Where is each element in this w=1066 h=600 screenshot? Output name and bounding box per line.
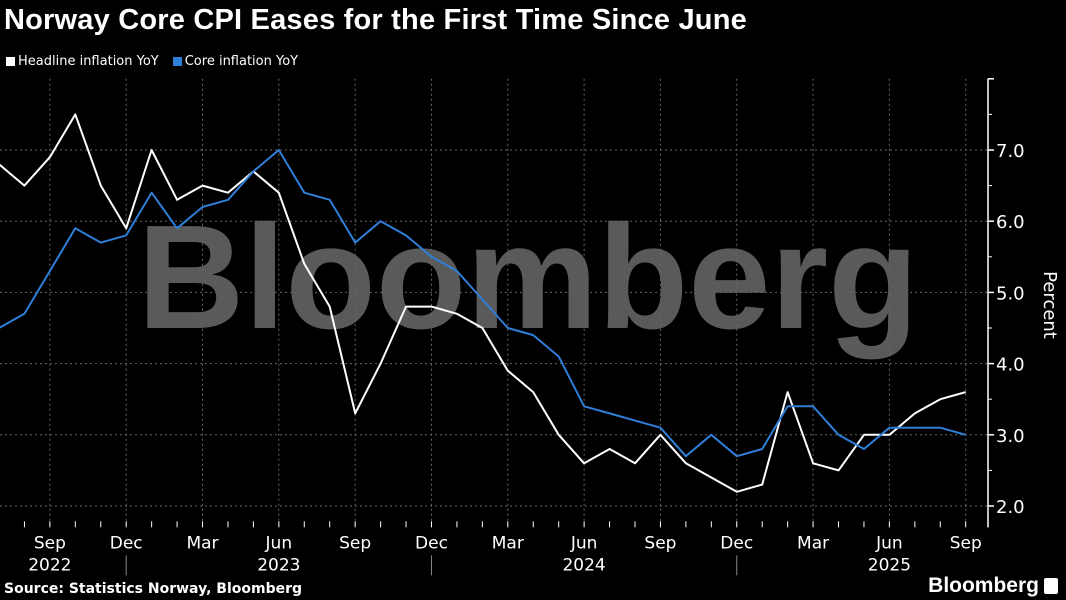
x-tick-label: Dec bbox=[720, 533, 753, 553]
y-tick-label: 7.0 bbox=[996, 141, 1025, 162]
x-tick-label: Sep bbox=[34, 533, 66, 553]
y-axis-label: Percent bbox=[1039, 271, 1060, 339]
x-tick-label: Mar bbox=[797, 533, 829, 553]
legend-label-core: Core inflation YoY bbox=[184, 54, 299, 69]
x-tick-label: Jun bbox=[875, 533, 903, 553]
y-tick-label: 5.0 bbox=[996, 283, 1025, 304]
y-tick-label: 4.0 bbox=[996, 355, 1025, 376]
x-tick-label: Sep bbox=[644, 533, 676, 553]
watermark: Bloomberg bbox=[137, 195, 918, 360]
x-year-label: 2024 bbox=[562, 555, 605, 575]
legend-item-core: Core inflation YoY bbox=[172, 54, 299, 69]
brand-text: Bloomberg bbox=[928, 574, 1039, 597]
legend-item-headline: Headline inflation YoY bbox=[6, 54, 159, 69]
x-tick-label: Jun bbox=[570, 533, 598, 553]
core-inflation-line bbox=[0, 149, 966, 458]
bloomberg-logo: Bloomberg bbox=[928, 574, 1058, 598]
x-tick-label: Mar bbox=[492, 533, 524, 553]
source-note: Source: Statistics Norway, Bloomberg bbox=[4, 581, 303, 597]
legend-label-headline: Headline inflation YoY bbox=[18, 54, 159, 69]
legend-swatch-core bbox=[172, 57, 182, 66]
chart-title: Norway Core CPI Eases for the First Time… bbox=[4, 4, 747, 36]
x-tick-label: Jun bbox=[265, 533, 293, 553]
x-year-label: 2025 bbox=[868, 555, 911, 575]
x-tick-label: Dec bbox=[415, 533, 448, 553]
x-tick-label: Mar bbox=[186, 533, 218, 553]
x-tick-label: Dec bbox=[110, 533, 143, 553]
y-tick-label: 3.0 bbox=[996, 426, 1025, 447]
legend: Headline inflation YoY Core inflation Yo… bbox=[6, 54, 298, 69]
legend-swatch-headline bbox=[6, 57, 15, 66]
y-tick-label: 2.0 bbox=[996, 497, 1025, 518]
x-year-label: 2023 bbox=[257, 555, 300, 575]
chart-icon bbox=[1044, 578, 1058, 594]
x-tick-label: Sep bbox=[950, 533, 982, 553]
y-tick-label: 6.0 bbox=[996, 212, 1025, 233]
x-year-label: 2022 bbox=[28, 555, 71, 575]
headline-inflation-line bbox=[0, 113, 966, 493]
x-tick-label: Sep bbox=[339, 533, 371, 553]
